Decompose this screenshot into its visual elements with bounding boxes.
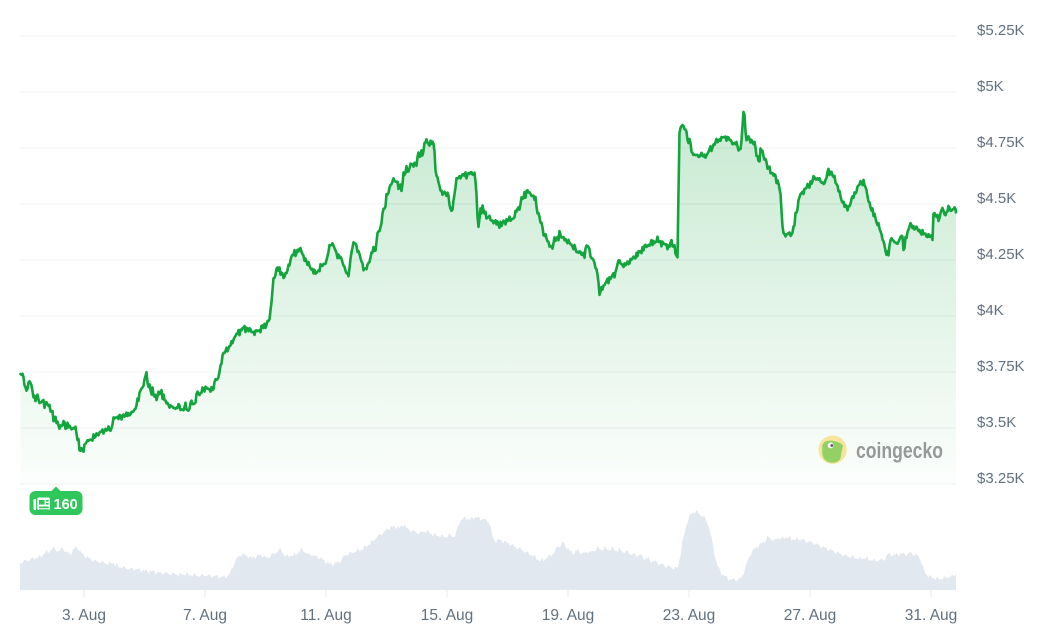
svg-text:160: 160 — [54, 497, 78, 513]
svg-text:7. Aug: 7. Aug — [183, 607, 227, 624]
svg-text:15. Aug: 15. Aug — [421, 607, 474, 624]
svg-text:$3.5K: $3.5K — [977, 414, 1016, 431]
svg-text:27. Aug: 27. Aug — [784, 607, 837, 624]
svg-text:23. Aug: 23. Aug — [663, 607, 716, 624]
svg-text:$4K: $4K — [977, 302, 1004, 319]
svg-text:$4.75K: $4.75K — [977, 134, 1025, 151]
svg-text:coingecko: coingecko — [856, 438, 943, 463]
svg-text:19. Aug: 19. Aug — [542, 607, 595, 624]
svg-text:$5.25K: $5.25K — [977, 22, 1025, 39]
svg-text:$5K: $5K — [977, 78, 1004, 95]
svg-text:$3.25K: $3.25K — [977, 470, 1025, 487]
svg-text:11. Aug: 11. Aug — [300, 607, 351, 624]
svg-text:3. Aug: 3. Aug — [62, 607, 106, 624]
svg-text:31. Aug: 31. Aug — [905, 607, 958, 624]
svg-text:$4.5K: $4.5K — [977, 190, 1016, 207]
svg-text:$3.75K: $3.75K — [977, 358, 1025, 375]
svg-text:$4.25K: $4.25K — [977, 246, 1025, 263]
